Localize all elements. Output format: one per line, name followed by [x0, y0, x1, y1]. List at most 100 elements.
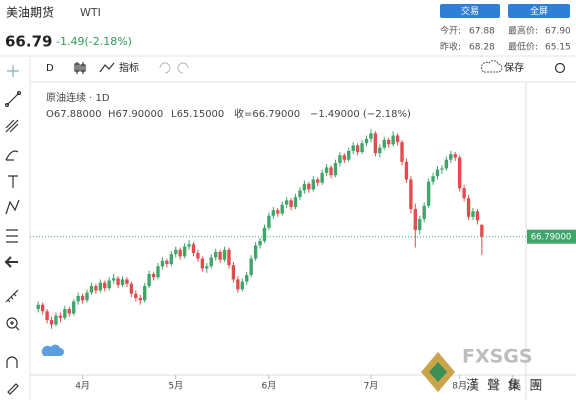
candle-body: [218, 251, 222, 260]
candle-body: [80, 295, 85, 301]
trade-button[interactable]: [440, 4, 500, 18]
x-tick-label: 8月: [452, 381, 467, 392]
candle-body: [400, 142, 404, 162]
candle-body: [205, 266, 209, 269]
redo-button[interactable]: [177, 62, 189, 74]
stat-label: 最高价:: [508, 25, 538, 37]
settings-button[interactable]: [554, 62, 566, 74]
candle-body: [40, 304, 45, 312]
candle-body: [151, 273, 156, 278]
fullscreen-button[interactable]: [508, 4, 570, 18]
undo-button[interactable]: [159, 62, 171, 74]
candle-body: [267, 215, 271, 228]
candle-body: [191, 244, 196, 254]
candle-body: [165, 260, 169, 265]
candle-body: [72, 301, 76, 314]
candle-body: [169, 254, 173, 265]
symbol: WTI: [80, 6, 101, 19]
candle-body: [276, 210, 280, 214]
last-price: 66.79: [5, 33, 52, 51]
left-toolbar: [4, 65, 22, 395]
legend-title: 原油连续 · 1D: [46, 91, 110, 104]
candle-body: [373, 133, 378, 154]
chart-type-button[interactable]: [74, 62, 86, 74]
candle-body: [94, 286, 98, 291]
candle-body: [329, 167, 333, 176]
legend-close: 收=66.79000: [234, 107, 300, 120]
candle-body: [338, 155, 342, 163]
candle-body: [120, 279, 125, 285]
fullscreen-button-label[interactable]: 全屏: [530, 5, 548, 17]
candle-body: [471, 211, 475, 217]
candle-body: [178, 249, 182, 257]
logo-mark: [429, 362, 447, 382]
candle-body: [116, 278, 120, 285]
stat-value: 67.88: [469, 27, 495, 37]
logo-name: 漢 聲 集 團: [466, 378, 544, 394]
candle-body: [280, 204, 284, 214]
last-price-tag: [527, 229, 576, 244]
indicator-icon[interactable]: [99, 62, 115, 73]
candle-body: [58, 315, 63, 318]
x-tick-label: 7月: [364, 381, 379, 392]
stat-label: 今开:: [440, 25, 461, 37]
candle-body: [449, 154, 453, 160]
candle-body: [245, 275, 249, 282]
candle-body: [360, 143, 364, 153]
candle-body: [404, 161, 409, 180]
candle-body: [387, 139, 391, 145]
logo-brand: FXSGS: [462, 346, 533, 368]
stat-value: 68.28: [469, 43, 495, 53]
candle-body: [347, 150, 351, 160]
candle-body: [89, 286, 94, 293]
candle-body: [431, 176, 435, 182]
candle-body: [284, 200, 289, 205]
x-tick-label: 4月: [75, 381, 90, 392]
candle-body: [231, 265, 236, 280]
candle-body: [302, 183, 307, 191]
candle-body: [298, 190, 302, 198]
candle-body: [409, 179, 413, 210]
candle-body: [324, 167, 329, 173]
candle-body: [364, 138, 369, 144]
candle-body: [391, 135, 395, 145]
cloud-badge: [41, 344, 64, 356]
candle-body: [453, 154, 457, 158]
candle-body: [49, 320, 54, 325]
candle-body: [378, 147, 382, 154]
candle-body: [355, 145, 360, 153]
candle-body: [45, 311, 49, 321]
candle-body: [54, 315, 58, 325]
candle-body: [200, 258, 205, 269]
last-price-label: 66.79000: [531, 233, 572, 243]
trade-button-label[interactable]: 交易: [461, 5, 479, 17]
interval-button[interactable]: D: [46, 63, 54, 74]
legend-high: H67.90000: [108, 109, 163, 120]
candle-body: [160, 260, 165, 267]
candle-body: [271, 210, 276, 216]
candle-body: [475, 211, 480, 221]
candle-body: [307, 183, 311, 190]
legend-low: L65.15000: [171, 109, 224, 120]
candle-body: [222, 249, 227, 260]
indicators-button[interactable]: 指标: [119, 61, 139, 74]
candle-body: [174, 249, 178, 255]
candle-body: [240, 281, 244, 290]
candle-body: [147, 273, 151, 287]
candle-body: [111, 278, 116, 281]
x-tick-label: 16: [507, 382, 519, 392]
candle-body: [444, 159, 449, 169]
candle-body: [457, 157, 462, 189]
candle-body: [333, 162, 338, 176]
candle-body: [466, 198, 471, 217]
candle-body: [98, 282, 103, 291]
save-button[interactable]: 保存: [504, 61, 524, 74]
candle-body: [196, 253, 200, 259]
candle-body: [143, 286, 147, 301]
candle-body: [289, 200, 293, 207]
candle-body: [395, 135, 400, 143]
candle-body: [480, 224, 484, 237]
candle-body: [187, 244, 191, 247]
candle-body: [138, 298, 142, 301]
candle-body: [125, 279, 129, 284]
